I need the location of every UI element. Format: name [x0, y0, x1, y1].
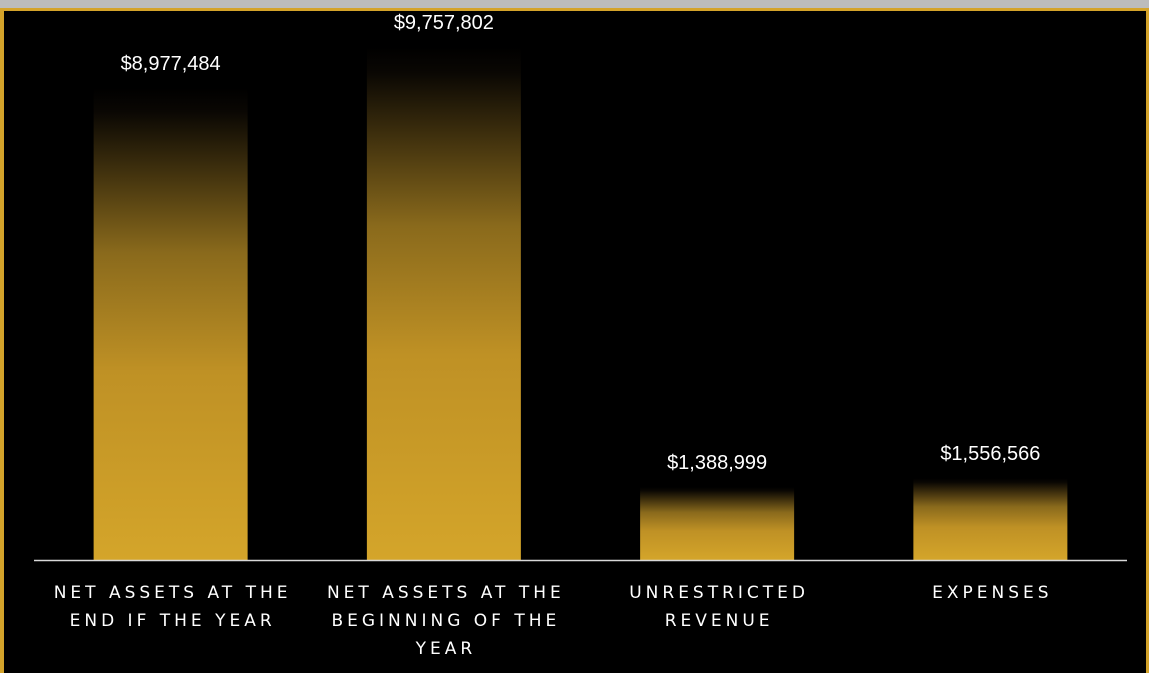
bar-expenses: [913, 478, 1068, 560]
data-label-unrestricted-revenue: $1,388,999: [667, 452, 767, 474]
category-labels-group: NET ASSETS AT THE END IF THE YEAR NET ASSE…: [54, 583, 1052, 659]
window-top-strip: [0, 0, 1149, 8]
category-label-net-assets-at-the-beginning-of-the-year-line-2: BEGINNING OF THE: [331, 611, 560, 631]
category-label-net-assets-at-the-end-if-the-year-line-2: END IF THE YEAR: [70, 611, 276, 631]
bar-net-assets-at-the-end-if-the-year: [93, 88, 248, 561]
category-label-net-assets-at-the-beginning-of-the-year-line-3: YEAR: [415, 639, 477, 659]
bar-net-assets-at-the-beginning-of-the-year: [366, 47, 521, 560]
category-label-expenses-line-1: EXPENSES: [932, 583, 1052, 603]
data-label-net-assets-at-the-beginning-of-the-year: $9,757,802: [394, 12, 494, 34]
data-labels-group: $8,977,484 $9,757,802 $1,388,999 $1,556,566: [121, 12, 1041, 474]
bar-unrestricted-revenue: [640, 486, 795, 560]
category-label-net-assets-at-the-beginning-of-the-year-line-1: NET ASSETS AT THE: [327, 583, 565, 603]
category-label-unrestricted-revenue-line-2: REVENUE: [665, 611, 774, 631]
bars-group: [93, 47, 1068, 561]
category-label-unrestricted-revenue-line-1: UNRESTRICTED: [629, 583, 809, 603]
data-label-expenses: $1,556,566: [940, 443, 1040, 465]
data-label-net-assets-at-the-end-if-the-year: $8,977,484: [121, 53, 221, 75]
category-label-net-assets-at-the-end-if-the-year-line-1: NET ASSETS AT THE: [54, 583, 292, 603]
